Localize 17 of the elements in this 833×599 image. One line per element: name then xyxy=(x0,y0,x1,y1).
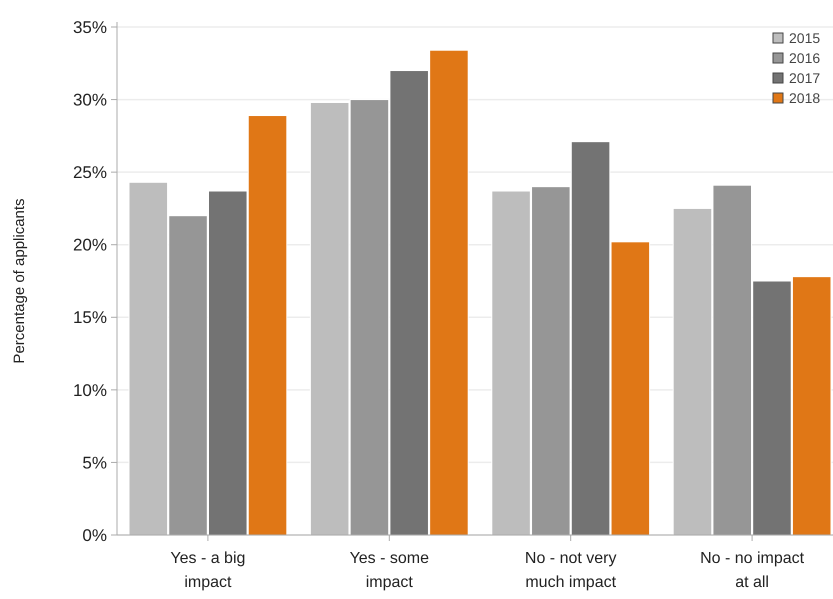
y-tick-label: 35% xyxy=(72,18,107,37)
x-tick-label: Yes - some impact xyxy=(350,550,430,591)
legend-label: 2017 xyxy=(789,70,820,86)
y-tick-label: 5% xyxy=(82,453,107,472)
y-tick-label: 25% xyxy=(72,163,107,182)
legend-label: 2015 xyxy=(789,30,820,46)
x-tick-label: Yes - a big impact xyxy=(170,550,246,591)
y-axis-title: Percentage of applicants xyxy=(11,198,28,364)
x-tick-label: No - no impact at all xyxy=(700,550,805,591)
y-tick-label: 15% xyxy=(72,308,107,328)
x-tick-label: No - not very much impact xyxy=(524,550,617,591)
y-tick-label: 0% xyxy=(82,526,107,545)
y-tick-label: 10% xyxy=(72,380,107,400)
y-tick-label: 20% xyxy=(72,236,107,255)
legend-label: 2018 xyxy=(789,90,820,106)
legend-label: 2016 xyxy=(789,50,820,66)
y-tick-label: 30% xyxy=(72,90,107,110)
